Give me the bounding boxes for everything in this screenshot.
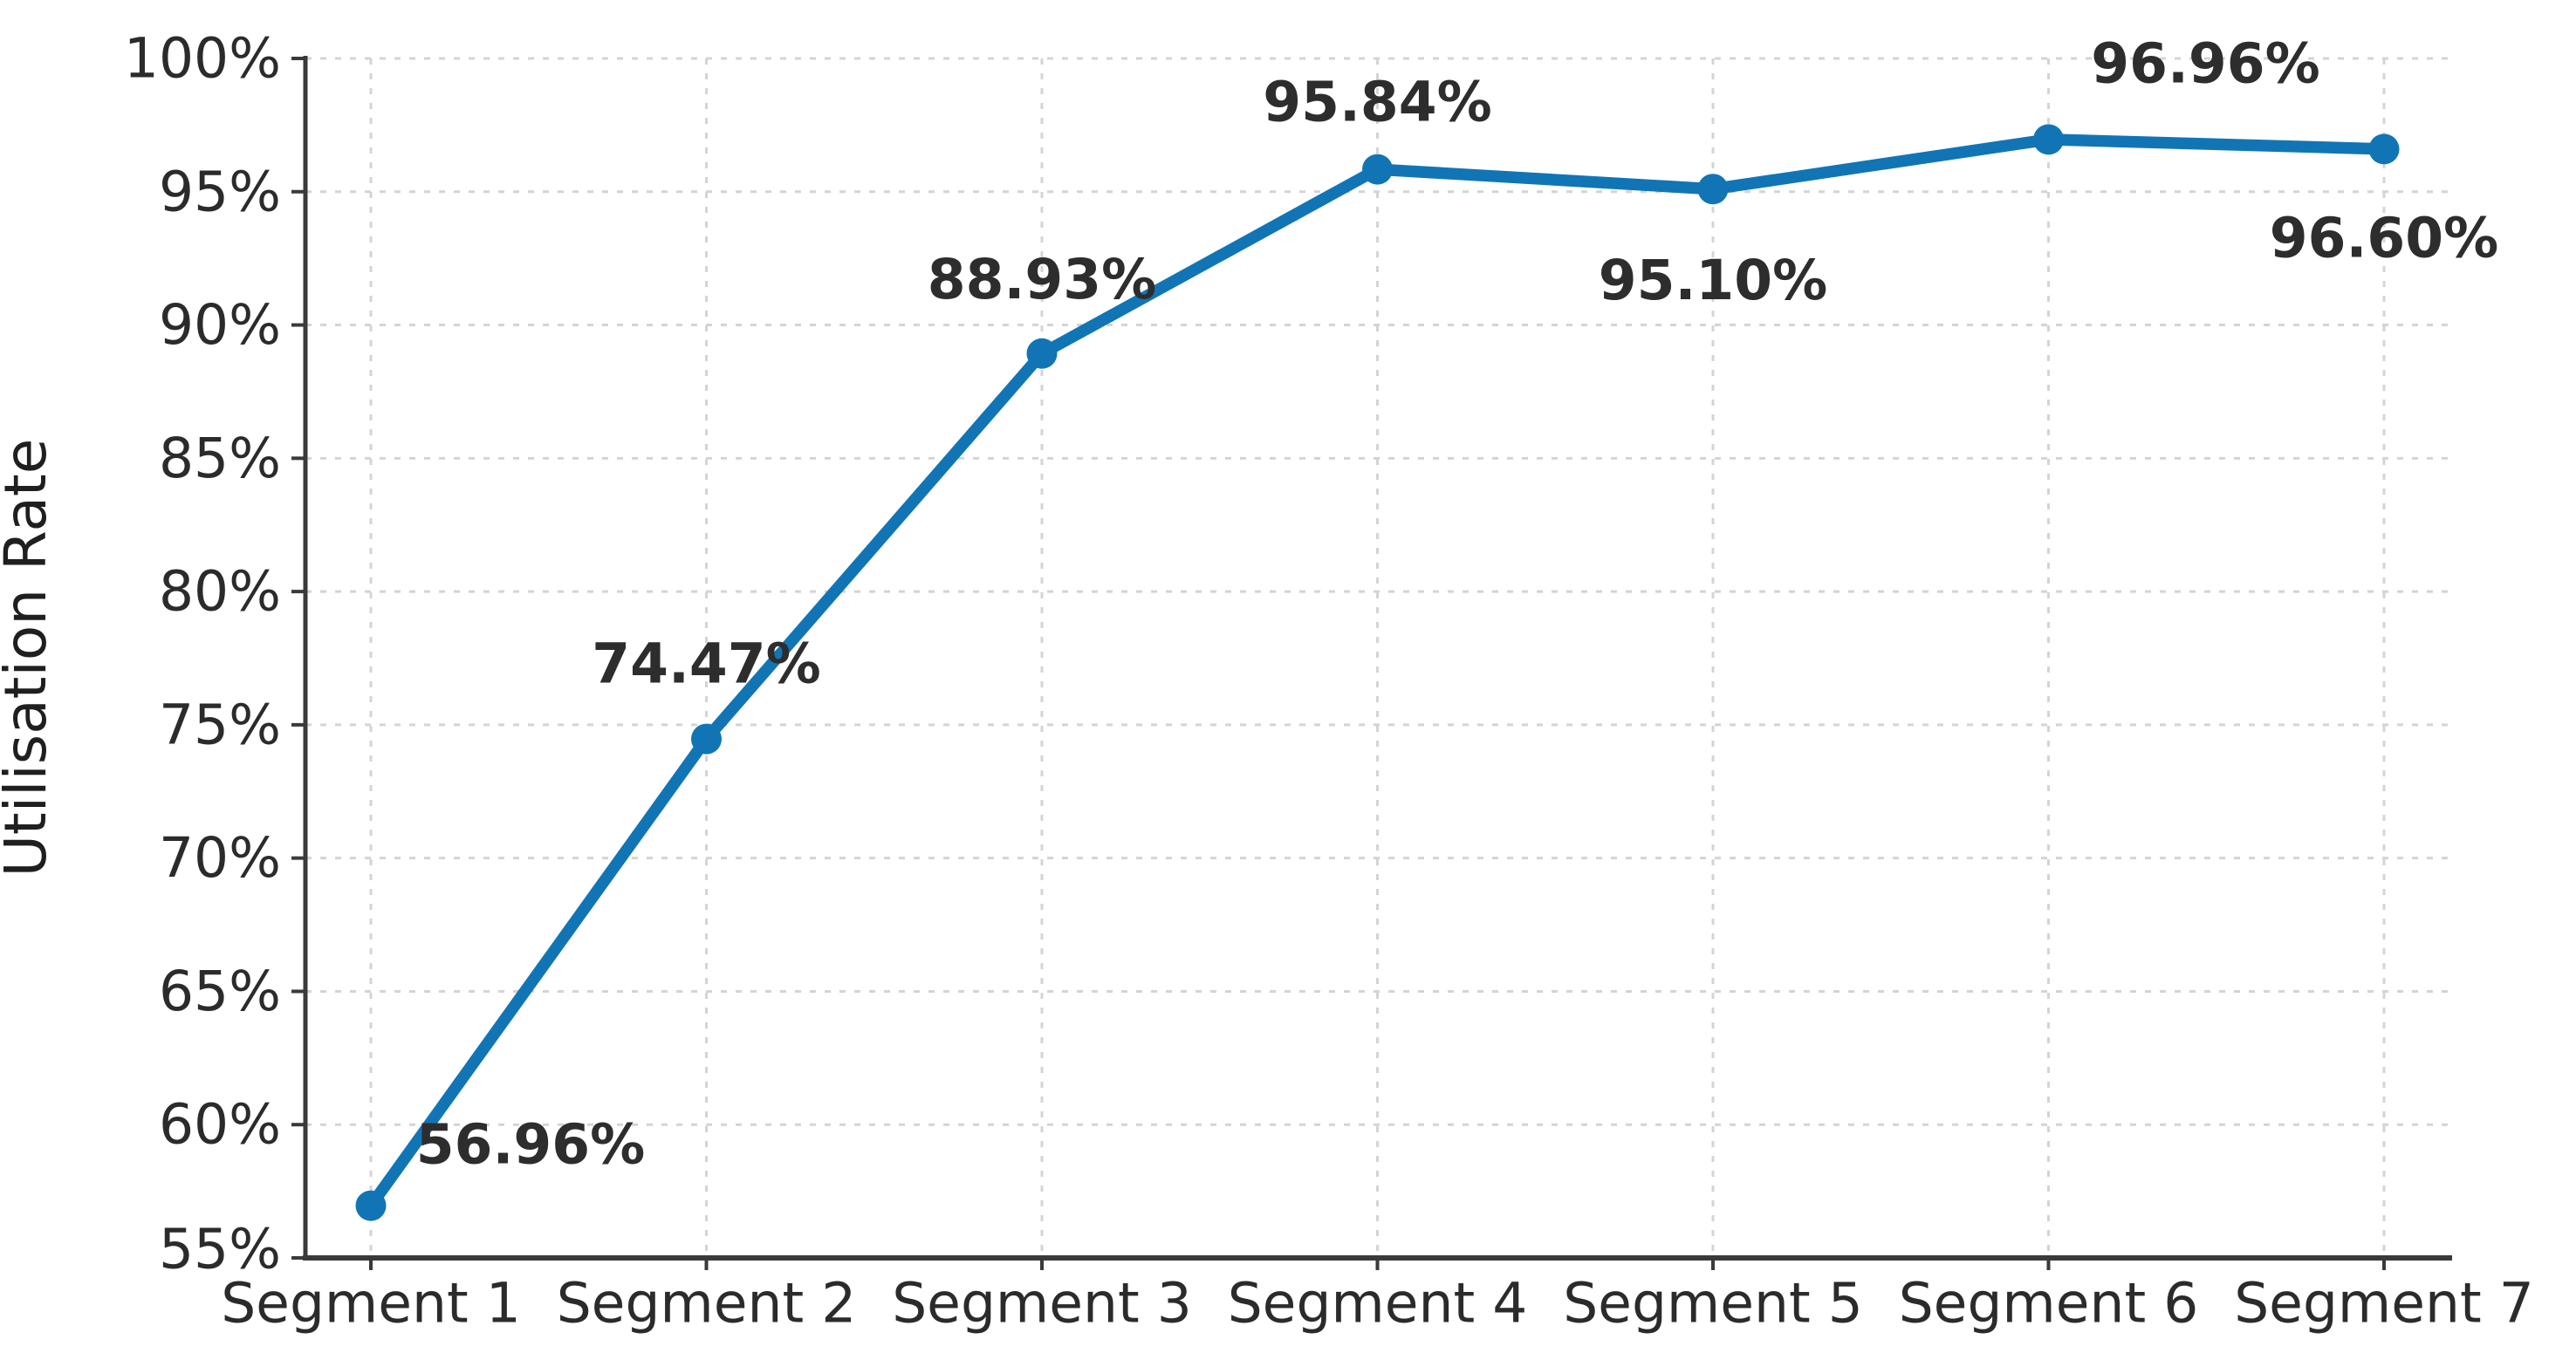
data-point-label: 95.84% — [1263, 71, 1491, 134]
y-axis-tick-label: 65% — [159, 960, 281, 1023]
y-axis-tick-label: 90% — [159, 293, 281, 357]
y-axis-tick-label: 85% — [159, 427, 281, 490]
data-point-label: 88.93% — [928, 248, 1156, 311]
data-point-marker — [1697, 174, 1729, 205]
y-axis-title: Utilisation Rate — [0, 439, 59, 878]
y-axis-tick-label: 100% — [124, 27, 281, 91]
data-point-marker — [2368, 133, 2400, 165]
data-point-marker — [691, 723, 722, 755]
tick-label-layer: 55% 60% 65% 70% 75% 80% 85% 90% 95% 100% Segment 1… — [124, 27, 2534, 1336]
data-point-label: 96.60% — [2270, 206, 2498, 270]
series-layer — [355, 124, 2400, 1221]
data-point-marker — [355, 1190, 387, 1221]
x-axis-tick-label: Segment 6 — [1899, 1272, 2199, 1336]
grid-layer — [305, 57, 2449, 1258]
x-axis-tick-label: Segment 2 — [557, 1272, 857, 1336]
x-axis-tick-label: Segment 3 — [892, 1272, 1192, 1336]
data-point-label: 95.10% — [1599, 249, 1827, 312]
x-axis-tick-label: Segment 7 — [2234, 1272, 2534, 1336]
axis-layer — [291, 56, 2452, 1270]
data-point-marker — [1026, 338, 1058, 369]
y-axis-tick-label: 60% — [159, 1093, 281, 1157]
data-point-marker — [1362, 154, 1393, 185]
y-axis-tick-label: 95% — [159, 160, 281, 223]
x-axis-tick-label: Segment 4 — [1228, 1272, 1528, 1336]
data-point-marker — [2033, 124, 2064, 155]
x-axis-tick-label: Segment 1 — [221, 1272, 521, 1336]
data-point-label: 56.96% — [416, 1113, 645, 1177]
data-point-label: 74.47% — [592, 632, 820, 696]
y-axis-tick-label: 55% — [159, 1218, 281, 1281]
y-axis-tick-label: 75% — [159, 693, 281, 756]
data-point-label: 96.96% — [2091, 31, 2319, 95]
x-axis-tick-label: Segment 5 — [1563, 1272, 1863, 1336]
data-label-layer: 56.96% 74.47% 88.93% 95.84% 95.10% 96.96% 96.6… — [416, 31, 2498, 1176]
y-axis-tick-label: 80% — [159, 560, 281, 624]
y-axis-tick-label: 70% — [159, 826, 281, 890]
